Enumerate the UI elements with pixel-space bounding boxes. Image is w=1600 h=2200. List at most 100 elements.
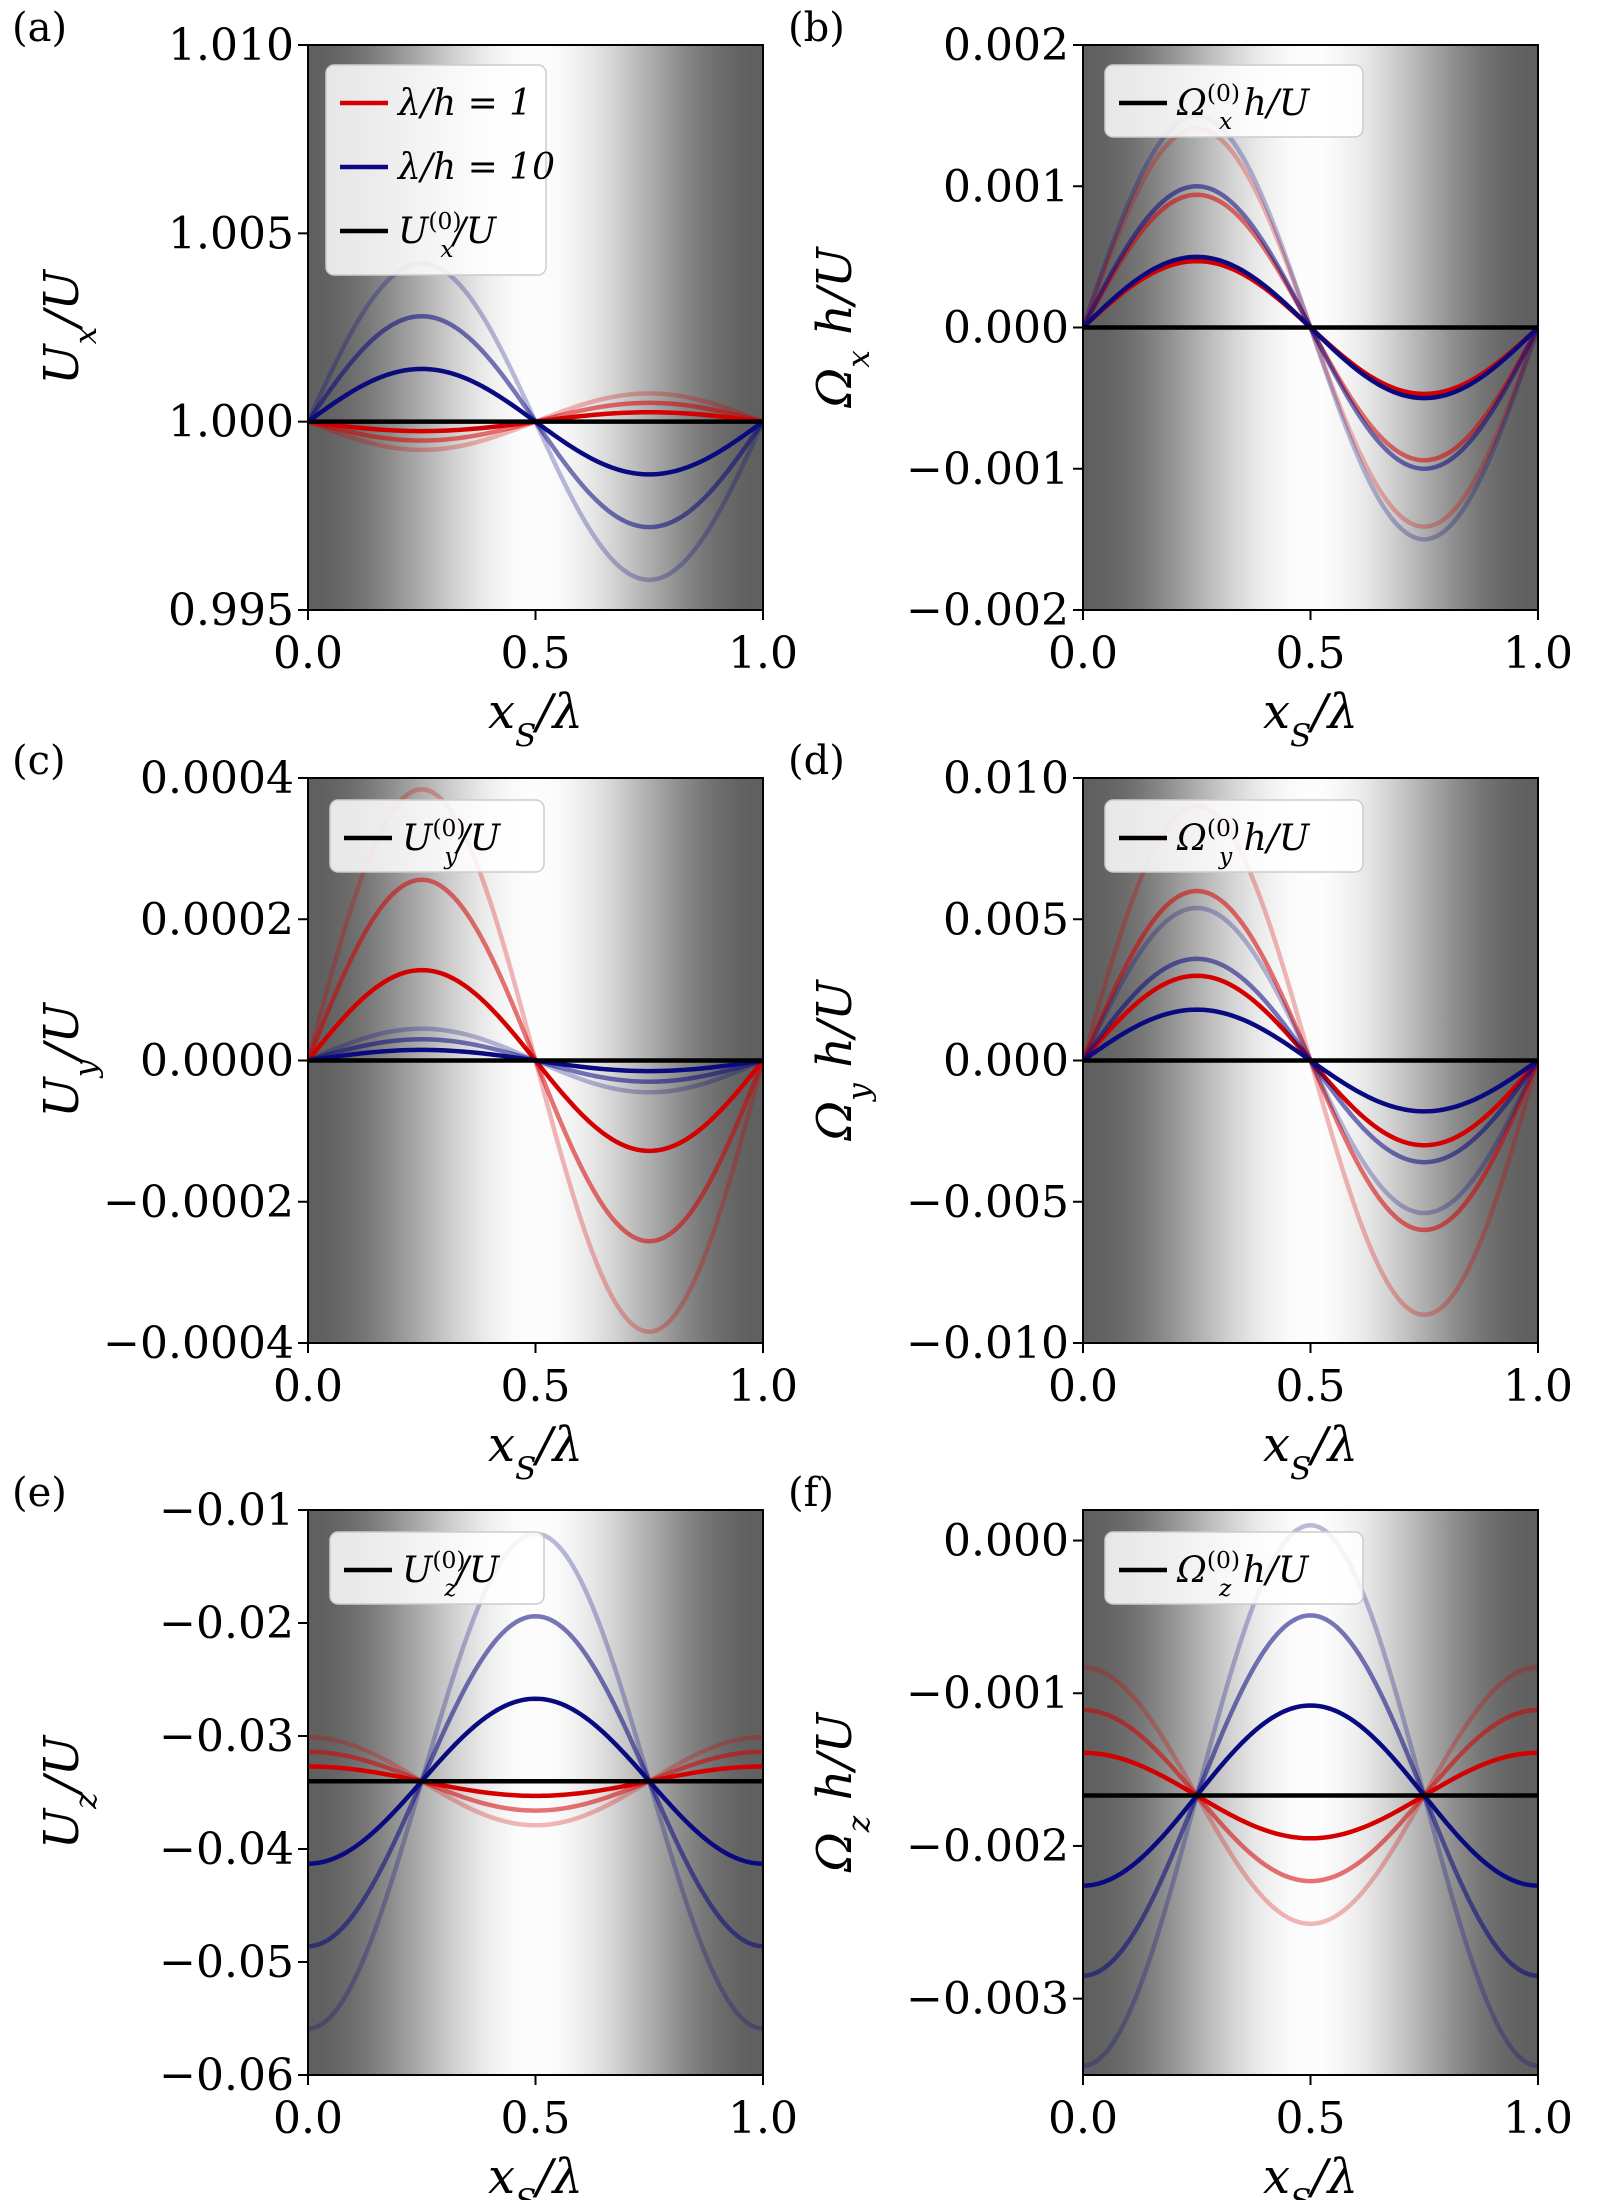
y-tick-label: −0.002 — [906, 585, 1069, 636]
panel-c: 0.0 0.5 1.0 −0.0004 −0.0002 0.0000 0.0002 0.000… — [12, 738, 798, 1487]
y-tick-label: −0.02 — [159, 1598, 294, 1649]
series-line-blue-1 — [1083, 1703, 1538, 1888]
legend-label: Ω(0) y h/U — [1176, 814, 1311, 870]
y-tick-label: 1.005 — [168, 208, 294, 259]
x-axis-label: xS/λ — [1263, 2149, 1358, 2200]
y-axis-label: Ωz h/U — [807, 1711, 877, 1873]
series-line-red-2 — [1083, 1707, 1538, 1884]
x-tick-label: 0.5 — [1276, 2093, 1346, 2144]
series-line-blue-3 — [1083, 1523, 1538, 2069]
x-tick-label: 0.5 — [501, 2093, 571, 2144]
y-tick-label: −0.010 — [906, 1318, 1069, 1369]
legend-label: U(0) z/U — [402, 1546, 501, 1602]
y-tick-label: 0.0002 — [140, 894, 294, 945]
panel-d: 0.0 0.5 1.0 −0.010 −0.005 0.000 0.005 0.010 xS/λ… — [788, 738, 1573, 1487]
y-axis-label: Ux/U — [34, 269, 104, 385]
legend-label: λ/h = 1 — [396, 83, 532, 124]
legend-box — [329, 1531, 545, 1605]
y-tick-label: 0.001 — [943, 161, 1069, 212]
panel-label: (e) — [12, 1470, 67, 1516]
y-tick-label: 0.995 — [168, 585, 294, 636]
legend: U(0) y/U — [329, 799, 545, 873]
legend-label: Ω(0) x h/U — [1176, 79, 1311, 135]
panel-label: (d) — [788, 738, 845, 784]
y-axis-label: Uz/U — [34, 1734, 104, 1849]
y-axis-label: Ωy h/U — [807, 979, 877, 1142]
x-tick-label: 0.0 — [273, 2093, 343, 2144]
y-tick-label: 1.000 — [168, 397, 294, 448]
legend-label: λ/h = 10 — [396, 147, 555, 188]
y-tick-label: −0.05 — [159, 1937, 294, 1988]
series-line-red-1 — [1083, 1750, 1538, 1841]
series-line-blue-2 — [308, 1613, 763, 1949]
y-tick-label: 1.010 — [168, 20, 294, 71]
series-group — [1083, 1523, 1538, 2069]
x-tick-label: 1.0 — [1503, 2093, 1573, 2144]
y-tick-label: 0.005 — [943, 894, 1069, 945]
y-tick-label: −0.0004 — [103, 1318, 294, 1369]
y-axis-label: Uy/U — [34, 1002, 104, 1118]
y-axis-label: Ωx h/U — [807, 246, 877, 409]
panel-f: 0.0 0.5 1.0 −0.003 −0.002 −0.001 0.000 xS/λ Ωz h… — [788, 1470, 1573, 2200]
x-tick-label: 0.5 — [1276, 1361, 1346, 1412]
y-tick-label: −0.01 — [159, 1485, 294, 1536]
panel-label: (f) — [788, 1470, 834, 1516]
x-axis-label: xS/λ — [488, 1417, 583, 1487]
y-tick-label: −0.03 — [159, 1711, 294, 1762]
series-group — [308, 1531, 763, 2031]
series-line-red-3 — [1083, 1665, 1538, 1927]
x-tick-label: 0.0 — [1048, 2093, 1118, 2144]
y-tick-label: 0.000 — [943, 1516, 1069, 1567]
legend-box — [325, 64, 547, 276]
legend-box — [1104, 799, 1364, 873]
series-group — [1083, 113, 1538, 542]
legend-box — [329, 799, 545, 873]
legend-label: U(0) x/U — [398, 207, 498, 263]
y-tick-label: 0.0004 — [140, 753, 294, 804]
series-group — [308, 261, 763, 583]
x-tick-label: 0.0 — [1048, 628, 1118, 679]
x-axis-label: xS/λ — [488, 2149, 583, 2200]
panel-e: 0.0 0.5 1.0 −0.06 −0.05 −0.04 −0.03 −0.02 −0.01 x… — [12, 1470, 798, 2200]
legend: Ω(0) z h/U — [1104, 1531, 1364, 1605]
panel-label: (c) — [12, 738, 66, 784]
x-tick-label: 1.0 — [728, 2093, 798, 2144]
panel-label: (b) — [788, 5, 845, 51]
legend: Ω(0) y h/U — [1104, 799, 1364, 873]
x-tick-label: 0.0 — [273, 1361, 343, 1412]
legend-box — [1104, 1531, 1364, 1605]
series-line-red-1 — [308, 1764, 763, 1799]
panel-a: 0.0 0.5 1.0 0.995 1.000 1.005 1.010 xS/λ Ux/U (a)… — [12, 5, 798, 754]
y-tick-label: −0.003 — [906, 1974, 1069, 2025]
y-tick-label: 0.0000 — [140, 1036, 294, 1087]
panel-b: 0.0 0.5 1.0 −0.002 −0.001 0.000 0.001 0.002 xS/λ… — [788, 5, 1573, 754]
x-tick-label: 1.0 — [1503, 628, 1573, 679]
x-tick-label: 0.5 — [1276, 628, 1346, 679]
y-tick-label: −0.04 — [159, 1824, 294, 1875]
y-tick-label: −0.001 — [906, 444, 1069, 495]
y-tick-label: 0.010 — [943, 753, 1069, 804]
x-tick-label: 1.0 — [1503, 1361, 1573, 1412]
y-tick-label: −0.005 — [906, 1177, 1069, 1228]
y-tick-label: −0.001 — [906, 1668, 1069, 1719]
x-axis-label: xS/λ — [1263, 684, 1358, 754]
x-axis-label: xS/λ — [1263, 1417, 1358, 1487]
legend-box — [1104, 64, 1364, 138]
panel-label: (a) — [12, 5, 67, 51]
x-tick-label: 0.0 — [1048, 1361, 1118, 1412]
legend: Ω(0) x h/U — [1104, 64, 1364, 138]
series-line-blue-1 — [308, 1696, 763, 1866]
x-tick-label: 1.0 — [728, 628, 798, 679]
y-tick-label: 0.002 — [943, 20, 1069, 71]
legend: λ/h = 1 λ/h = 10 U(0) x/U — [325, 64, 555, 276]
y-tick-label: 0.000 — [943, 1036, 1069, 1087]
y-tick-label: −0.0002 — [103, 1177, 294, 1228]
series-line-red-3 — [308, 1734, 763, 1828]
x-tick-label: 1.0 — [728, 1361, 798, 1412]
x-axis-label: xS/λ — [488, 684, 583, 754]
series-line-red-2 — [308, 1749, 763, 1813]
y-tick-label: −0.06 — [159, 2050, 294, 2101]
legend-label: Ω(0) z h/U — [1176, 1546, 1310, 1602]
y-tick-label: −0.002 — [906, 1821, 1069, 1872]
